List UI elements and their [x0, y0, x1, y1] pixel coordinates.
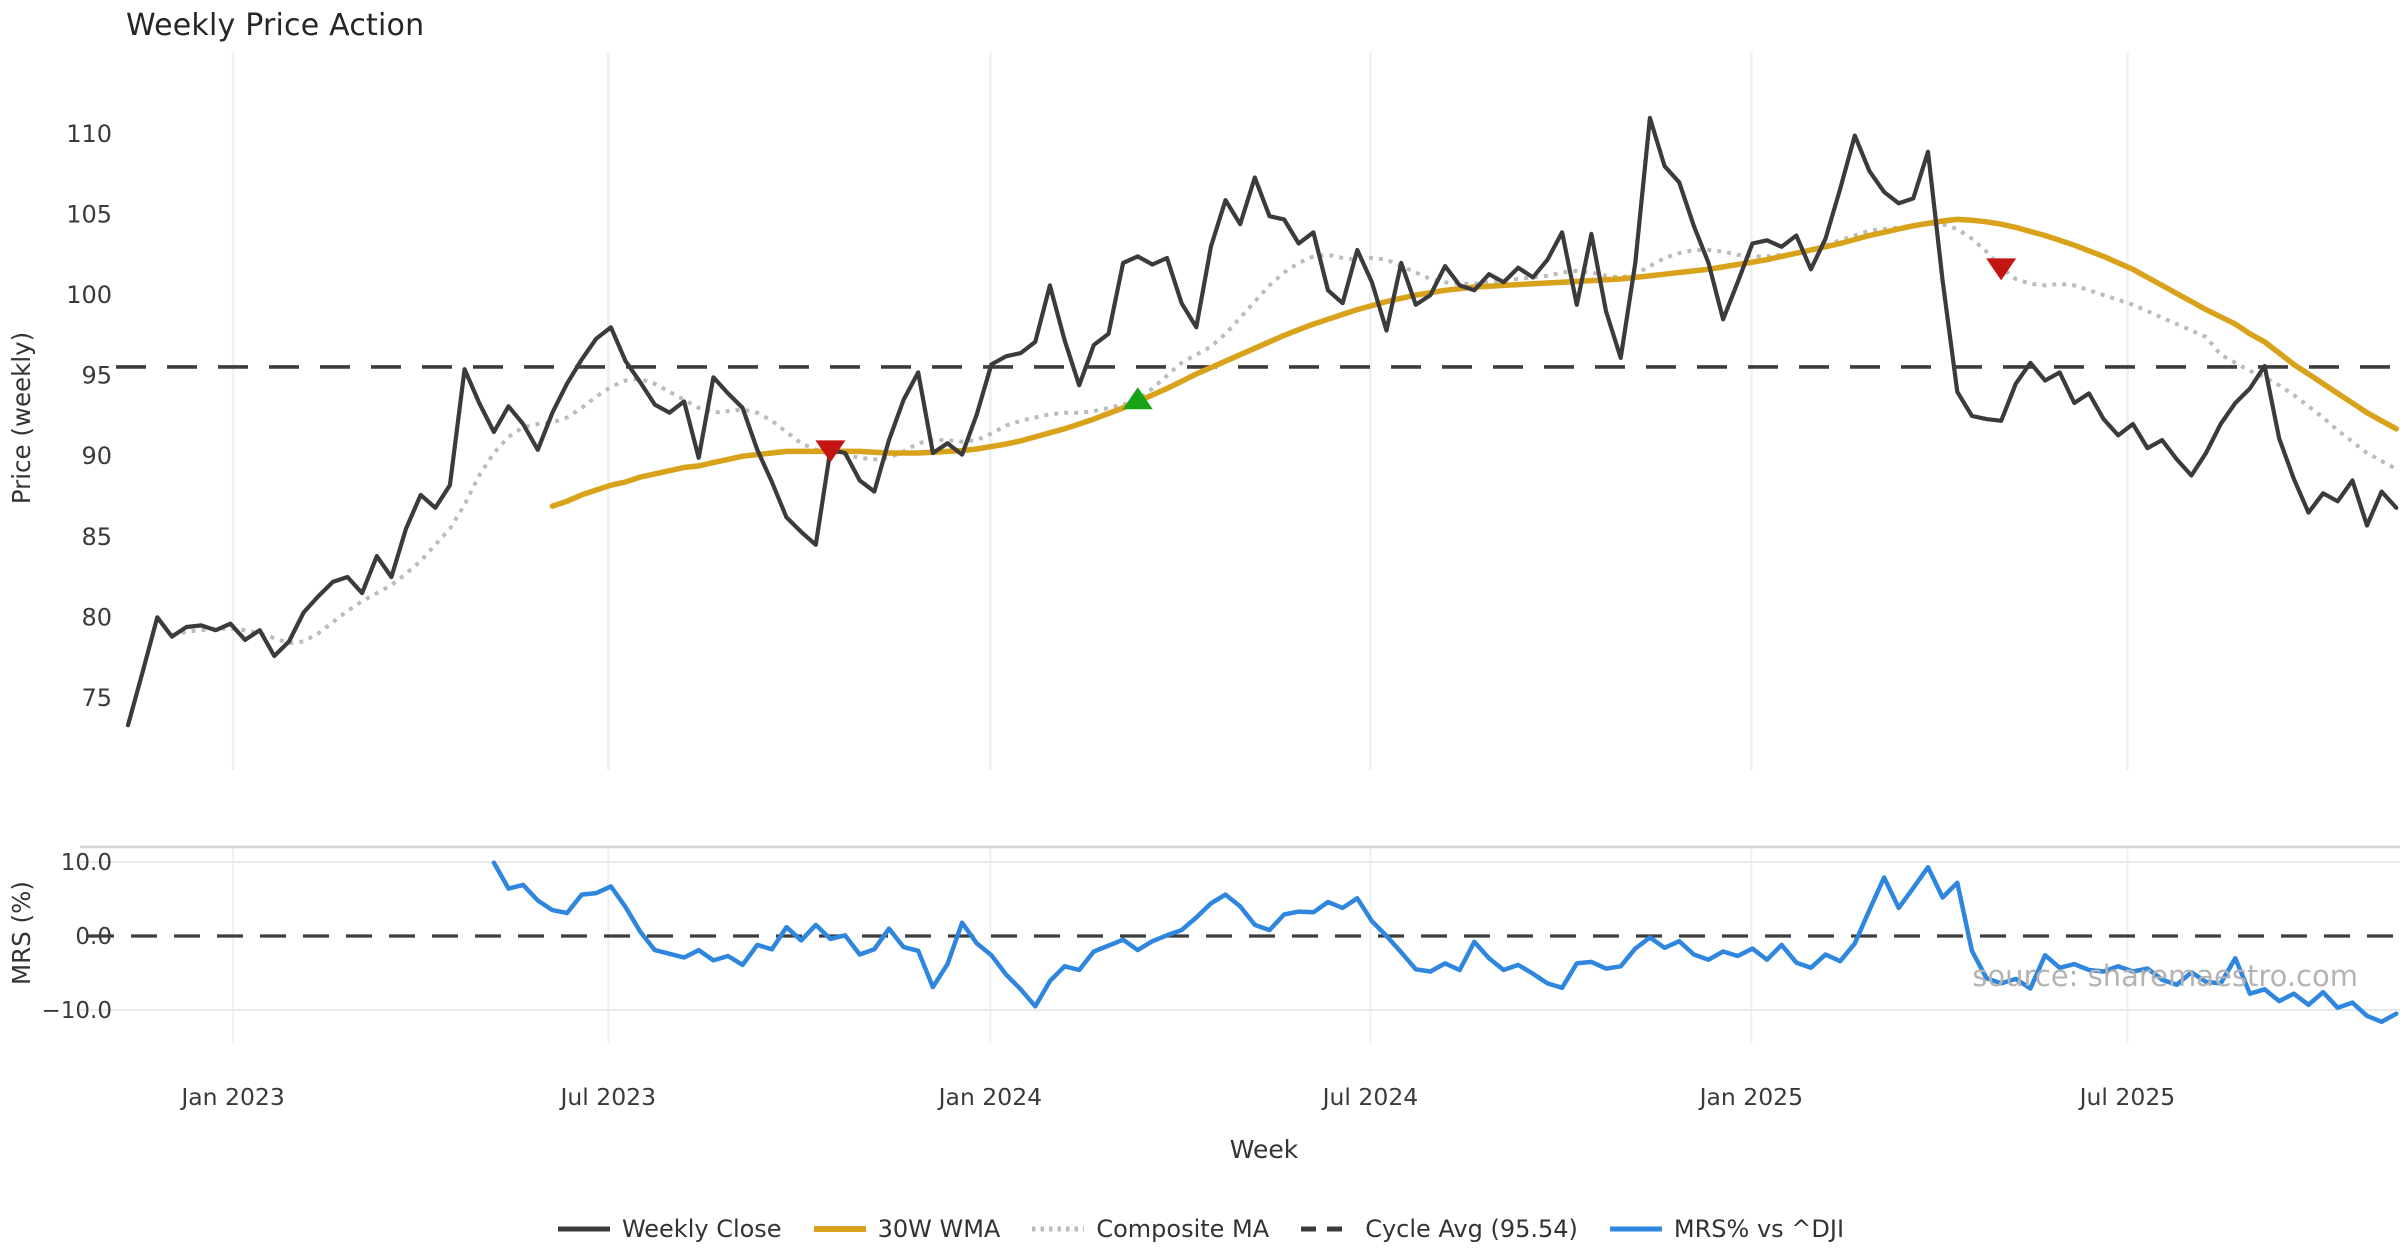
sell-marker-0	[815, 440, 846, 463]
week-axis-label: Week	[1230, 1135, 1299, 1164]
chart-title: Weekly Price Action	[126, 8, 425, 43]
legend-item-composite-ma: Composite MA	[1030, 1215, 1269, 1243]
legend-label-cycle-avg: Cycle Avg (95.54)	[1365, 1215, 1578, 1243]
price-ytick-100: 100	[66, 281, 112, 309]
price-ytick-95: 95	[81, 362, 112, 390]
legend-swatch-cycle-avg	[1301, 1226, 1354, 1232]
price-axis-label: Price (weekly)	[7, 332, 36, 504]
legend-swatch-mrs	[1609, 1226, 1662, 1232]
composite-ma-line	[171, 222, 2398, 646]
price-ytick-80: 80	[81, 603, 112, 631]
legend-swatch-composite-ma	[1032, 1226, 1085, 1232]
xtick-4: Jan 2025	[1698, 1083, 1804, 1111]
legend-label-wma-30w: 30W WMA	[877, 1215, 1001, 1243]
xtick-5: Jul 2025	[2078, 1083, 2176, 1111]
legend-label-mrs: MRS% vs ^DJI	[1673, 1215, 1845, 1243]
legend-label-composite-ma: Composite MA	[1096, 1215, 1270, 1243]
xtick-3: Jul 2024	[1321, 1083, 1419, 1111]
price-ytick-75: 75	[81, 684, 112, 712]
legend-label-weekly-close: Weekly Close	[621, 1215, 782, 1243]
mrs-ytick-0: 10.0	[61, 850, 112, 876]
legend-item-cycle-avg: Cycle Avg (95.54)	[1299, 1215, 1578, 1243]
legend: Weekly Close 30W WMA Composite MA Cycle Avg…	[0, 1203, 2400, 1255]
xtick-1: Jul 2023	[558, 1083, 656, 1111]
price-ytick-110: 110	[66, 120, 112, 148]
price-ytick-90: 90	[81, 442, 112, 470]
mrs-ytick-1: 0.0	[75, 924, 112, 950]
mrs-line	[491, 860, 2399, 1025]
legend-item-wma-30w: 30W WMA	[812, 1215, 1001, 1243]
legend-item-mrs: MRS% vs ^DJI	[1608, 1215, 1844, 1243]
xtick-2: Jan 2024	[937, 1083, 1043, 1111]
xtick-0: Jan 2023	[179, 1083, 285, 1111]
price-ytick-85: 85	[81, 523, 112, 551]
legend-item-weekly-close: Weekly Close	[556, 1215, 782, 1243]
watermark: source: sharemaestro.com	[1972, 959, 2358, 993]
legend-swatch-weekly-close	[557, 1226, 610, 1232]
sell-marker-2	[1986, 258, 2017, 281]
weekly-close-line	[125, 115, 2399, 728]
wma-30w-line	[549, 216, 2400, 509]
buy-marker-1	[1122, 387, 1153, 410]
mrs-ytick-2: −10.0	[42, 998, 112, 1024]
legend-swatch-wma-30w	[813, 1226, 866, 1232]
price-ytick-105: 105	[66, 201, 112, 229]
mrs-axis-label: MRS (%)	[7, 881, 36, 985]
